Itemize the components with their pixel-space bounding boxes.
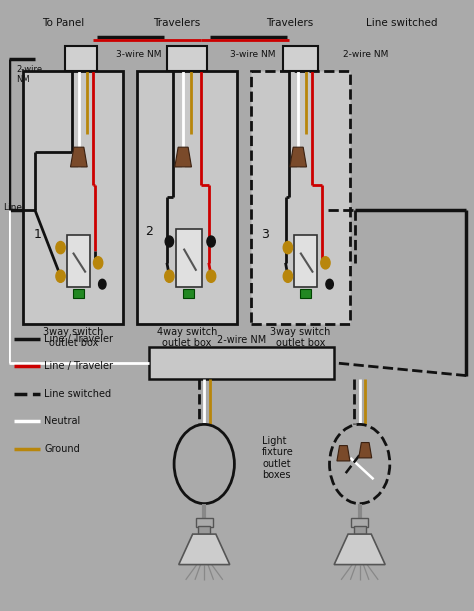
Text: 3-wire NM: 3-wire NM bbox=[116, 49, 162, 59]
Circle shape bbox=[165, 270, 174, 282]
Text: To Panel: To Panel bbox=[42, 18, 84, 28]
Circle shape bbox=[56, 270, 65, 282]
Bar bbox=[351, 518, 368, 527]
Text: 2-wire
NM: 2-wire NM bbox=[17, 65, 43, 84]
Polygon shape bbox=[359, 442, 372, 458]
Text: 2-wire NM: 2-wire NM bbox=[344, 49, 389, 59]
Text: 3-wire NM: 3-wire NM bbox=[230, 49, 275, 59]
Polygon shape bbox=[179, 534, 230, 565]
Circle shape bbox=[207, 236, 215, 247]
Text: Neutral: Neutral bbox=[44, 416, 81, 426]
Text: Ground: Ground bbox=[44, 444, 80, 454]
Circle shape bbox=[99, 279, 106, 289]
Text: 2-wire NM: 2-wire NM bbox=[217, 334, 266, 345]
Text: 2: 2 bbox=[146, 225, 153, 238]
Bar bbox=[176, 229, 201, 287]
Text: 3way switch
outlet box: 3way switch outlet box bbox=[270, 327, 331, 348]
Bar bbox=[137, 71, 237, 324]
Polygon shape bbox=[175, 147, 191, 167]
Bar bbox=[23, 71, 123, 324]
Text: 3: 3 bbox=[261, 229, 269, 241]
Bar bbox=[167, 46, 207, 71]
Circle shape bbox=[326, 279, 333, 289]
Bar bbox=[354, 526, 365, 534]
Bar bbox=[283, 46, 318, 71]
Circle shape bbox=[321, 257, 330, 269]
Circle shape bbox=[56, 241, 65, 254]
Bar bbox=[198, 526, 210, 534]
Circle shape bbox=[283, 241, 292, 254]
Bar bbox=[65, 46, 98, 71]
Bar bbox=[294, 235, 317, 287]
Polygon shape bbox=[334, 534, 385, 565]
Polygon shape bbox=[290, 147, 307, 167]
Text: Line switched: Line switched bbox=[365, 18, 437, 28]
Circle shape bbox=[93, 257, 103, 269]
Circle shape bbox=[165, 236, 173, 247]
Polygon shape bbox=[337, 445, 350, 461]
Circle shape bbox=[283, 270, 292, 282]
Bar bbox=[183, 289, 194, 298]
Text: Light
fixture
outlet
boxes: Light fixture outlet boxes bbox=[262, 436, 294, 480]
Bar bbox=[73, 289, 84, 298]
Bar bbox=[300, 289, 311, 298]
Bar bbox=[66, 235, 90, 287]
Polygon shape bbox=[71, 147, 87, 167]
Text: Travelers: Travelers bbox=[153, 18, 200, 28]
Bar bbox=[251, 71, 350, 324]
Bar bbox=[148, 347, 334, 379]
Text: Line / Traveler: Line / Traveler bbox=[44, 362, 113, 371]
Circle shape bbox=[207, 270, 216, 282]
Text: 3way switch
outlet box: 3way switch outlet box bbox=[43, 327, 103, 348]
Text: Line switched: Line switched bbox=[44, 389, 111, 399]
Bar bbox=[196, 518, 213, 527]
Text: 1: 1 bbox=[34, 229, 41, 241]
Text: Line / Traveler: Line / Traveler bbox=[44, 334, 113, 344]
Text: Line: Line bbox=[3, 203, 22, 212]
Text: 4way switch
outlet box: 4way switch outlet box bbox=[157, 327, 217, 348]
Text: Travelers: Travelers bbox=[266, 18, 314, 28]
